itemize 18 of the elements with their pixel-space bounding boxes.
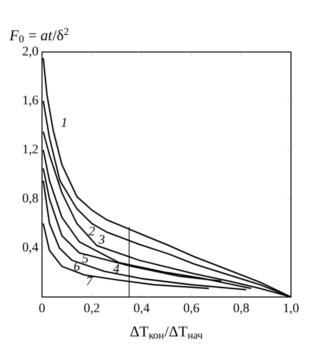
y-tick-label: 2,0 — [22, 46, 38, 58]
series-label: 1 — [61, 118, 66, 127]
x-tick-label: 0,8 — [234, 304, 249, 314]
x-tick-label: 0 — [39, 304, 45, 312]
x-tick-label: 0,4 — [134, 304, 150, 314]
x-axis-title: ΔT$_{кон}$/ΔT$_{нач}$ — [130, 326, 202, 339]
series-label: 4 — [113, 264, 120, 273]
series-label: 3 — [98, 235, 105, 244]
y-tick-label: 1,6 — [23, 96, 38, 106]
x-tick-label: 1,0 — [284, 304, 299, 314]
y-tick-label: 0,8 — [22, 194, 38, 204]
series-label: 7 — [86, 276, 93, 286]
y-tick-label: 1,2 — [23, 144, 38, 156]
y-tick-label: 0,4 — [22, 242, 38, 254]
x-tick-label: 0,6 — [184, 304, 200, 314]
y-axis-title: F$_{0}$ = at/δ$^{2}$ — [9, 28, 68, 42]
x-tick-label: 0,2 — [84, 304, 100, 314]
series-label: 2 — [88, 226, 95, 236]
